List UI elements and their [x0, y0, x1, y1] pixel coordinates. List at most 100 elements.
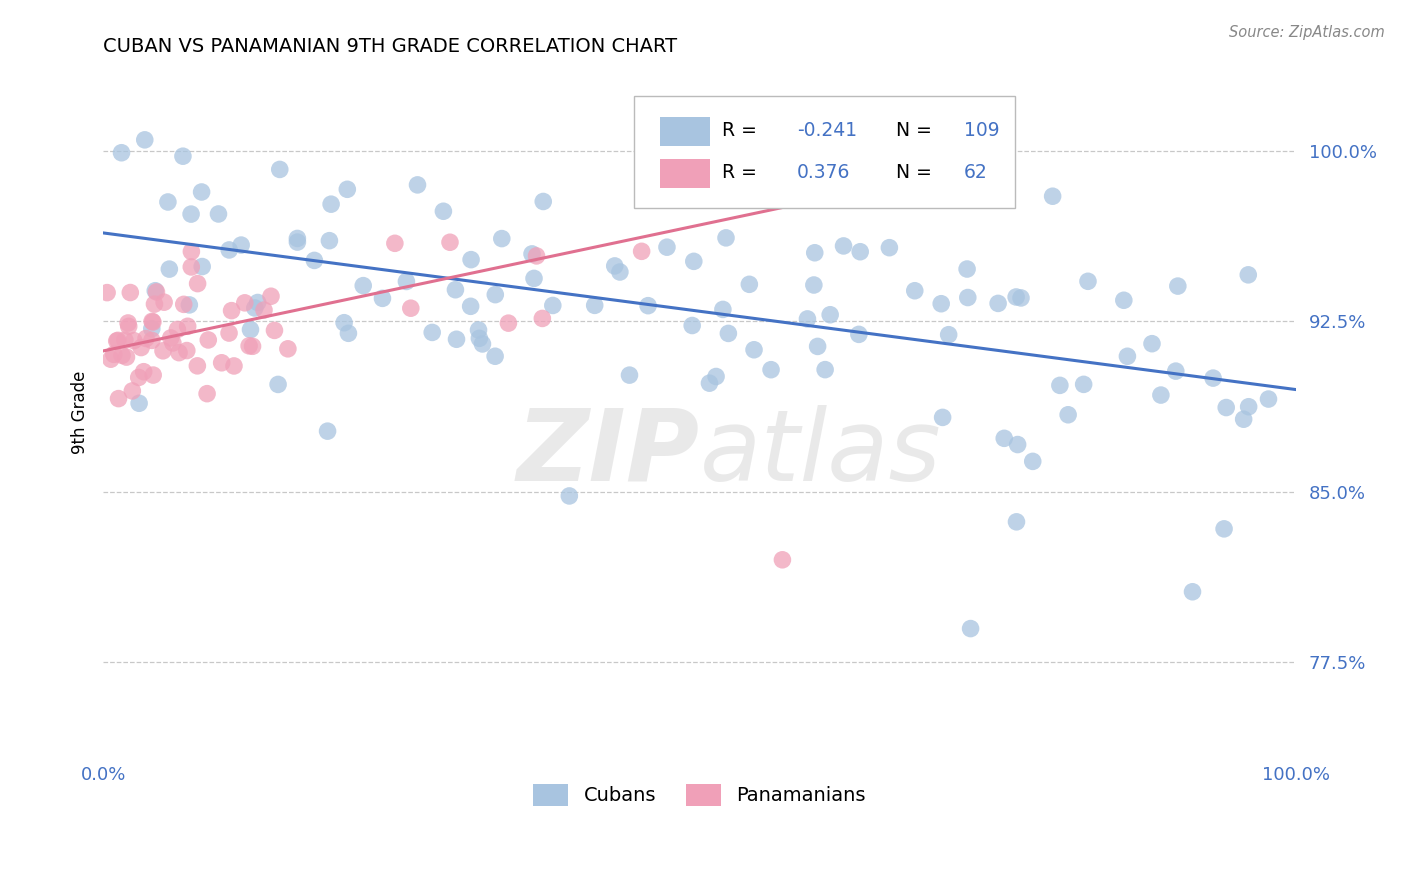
- Point: [1042, 189, 1064, 203]
- Point: [319, 197, 342, 211]
- Point: [1007, 437, 1029, 451]
- Point: [498, 316, 520, 330]
- Point: [814, 362, 837, 376]
- Point: [770, 553, 793, 567]
- Point: [931, 410, 953, 425]
- Point: [1181, 584, 1204, 599]
- Point: [129, 341, 152, 355]
- Point: [630, 244, 652, 259]
- Point: [929, 296, 952, 310]
- Point: [1233, 412, 1256, 426]
- Point: [105, 334, 128, 348]
- Point: [107, 392, 129, 406]
- Point: [446, 332, 468, 346]
- Point: [1237, 400, 1260, 414]
- Point: [904, 284, 927, 298]
- Legend: Cubans, Panamanians: Cubans, Panamanians: [526, 776, 873, 814]
- Point: [207, 207, 229, 221]
- Point: [318, 234, 340, 248]
- Point: [167, 345, 190, 359]
- Point: [1140, 336, 1163, 351]
- Point: [738, 277, 761, 292]
- Point: [406, 178, 429, 192]
- Point: [218, 326, 240, 340]
- Point: [336, 182, 359, 196]
- Point: [180, 207, 202, 221]
- Point: [118, 319, 141, 334]
- Point: [156, 194, 179, 209]
- Point: [120, 285, 142, 300]
- Point: [233, 295, 256, 310]
- Point: [742, 343, 765, 357]
- Point: [1077, 274, 1099, 288]
- Point: [333, 316, 356, 330]
- Text: Source: ZipAtlas.com: Source: ZipAtlas.com: [1229, 25, 1385, 40]
- Point: [179, 298, 201, 312]
- Text: 62: 62: [965, 163, 988, 182]
- Point: [110, 145, 132, 160]
- Point: [956, 262, 979, 277]
- Point: [159, 331, 181, 345]
- Text: N =: N =: [896, 121, 938, 141]
- Point: [491, 231, 513, 245]
- Point: [818, 308, 841, 322]
- Point: [704, 369, 727, 384]
- Point: [468, 331, 491, 345]
- Point: [122, 334, 145, 348]
- Point: [520, 247, 543, 261]
- Point: [197, 333, 219, 347]
- Point: [211, 356, 233, 370]
- Point: [1057, 408, 1080, 422]
- Point: [176, 343, 198, 358]
- Point: [1116, 349, 1139, 363]
- Point: [1237, 268, 1260, 282]
- Point: [187, 277, 209, 291]
- Point: [711, 302, 734, 317]
- Point: [862, 172, 884, 186]
- Text: atlas: atlas: [699, 405, 941, 501]
- Point: [655, 240, 678, 254]
- Point: [242, 339, 264, 353]
- Point: [114, 333, 136, 347]
- Point: [195, 386, 218, 401]
- Point: [384, 236, 406, 251]
- Point: [484, 349, 506, 363]
- Point: [142, 315, 165, 329]
- Point: [1010, 291, 1032, 305]
- Text: R =: R =: [723, 163, 763, 182]
- Point: [1150, 388, 1173, 402]
- Point: [132, 365, 155, 379]
- Point: [541, 298, 564, 312]
- Point: [796, 312, 818, 326]
- Point: [526, 249, 548, 263]
- Point: [121, 384, 143, 398]
- Point: [287, 235, 309, 249]
- Y-axis label: 9th Grade: 9th Grade: [72, 370, 89, 454]
- Point: [879, 241, 901, 255]
- Text: R =: R =: [723, 121, 763, 141]
- Point: [141, 334, 163, 348]
- Point: [162, 335, 184, 350]
- Point: [186, 359, 208, 373]
- Point: [993, 431, 1015, 445]
- Point: [260, 289, 283, 303]
- Point: [128, 370, 150, 384]
- Point: [143, 297, 166, 311]
- Point: [484, 287, 506, 301]
- Point: [531, 311, 554, 326]
- Point: [96, 285, 118, 300]
- Point: [1073, 377, 1095, 392]
- Point: [803, 278, 825, 293]
- Point: [180, 260, 202, 274]
- Point: [987, 296, 1010, 310]
- Point: [172, 149, 194, 163]
- Text: 0.376: 0.376: [797, 163, 851, 182]
- Point: [352, 278, 374, 293]
- Point: [1005, 515, 1028, 529]
- Point: [176, 319, 198, 334]
- Point: [267, 377, 290, 392]
- Point: [956, 291, 979, 305]
- Point: [143, 284, 166, 298]
- Point: [432, 204, 454, 219]
- Text: 109: 109: [965, 121, 1000, 141]
